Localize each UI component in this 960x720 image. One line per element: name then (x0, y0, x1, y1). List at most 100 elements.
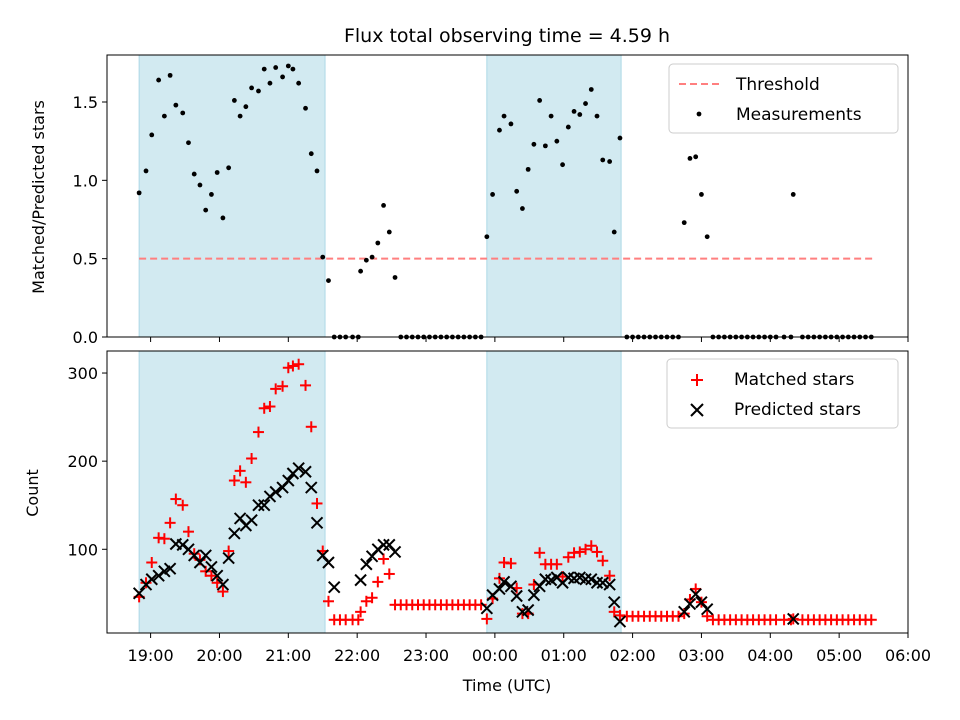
predicted-star-point (613, 615, 627, 628)
measurement-point (203, 207, 209, 213)
count-x-ticks: 19:00 20:00 21:00 22:00 23:00 00:00 01:00 02:00… (128, 633, 931, 665)
measurement-point (501, 113, 507, 119)
legend-threshold-label: Threshold (735, 75, 820, 95)
measurement-point (161, 113, 167, 119)
measurement-point (149, 132, 155, 138)
measurement-point (191, 171, 197, 177)
legend-predicted-swatch (690, 403, 704, 417)
x-tick-label: 23:00 (403, 646, 449, 665)
measurement-point (267, 80, 273, 86)
matched-star-point (311, 497, 323, 509)
measurement-point (583, 101, 588, 106)
matched-star-point (678, 608, 690, 620)
matched-star-point (258, 402, 270, 414)
measurement-point (143, 168, 149, 174)
measurement-point (611, 229, 617, 235)
matched-star-point (300, 379, 312, 391)
predicted-star-point (310, 516, 324, 530)
x-axis-label: Time (UTC) (462, 676, 551, 695)
matched-star-point (182, 526, 194, 538)
matched-star-point (378, 553, 390, 565)
predicted-star-point (305, 481, 318, 494)
measurement-point (565, 124, 571, 130)
measurement-point (508, 121, 514, 127)
y-tick-label: 300 (67, 364, 98, 383)
measurement-point (136, 190, 142, 196)
matched-star-point (580, 543, 592, 555)
predicted-star-point (377, 538, 390, 552)
matched-star-point (140, 577, 152, 589)
matched-star-point (293, 358, 305, 370)
measurement-point (226, 165, 232, 171)
matched-star-point (366, 592, 378, 604)
predicted-star-point (504, 580, 518, 593)
y-tick-label: 0.0 (73, 328, 98, 347)
matched-star-point (475, 599, 487, 611)
measurement-point (381, 203, 386, 208)
measurement-point (180, 110, 186, 116)
measurement-point (617, 135, 623, 141)
predicted-star-point (388, 545, 402, 559)
predicted-star-point (269, 485, 282, 499)
matched-star-point (597, 555, 609, 567)
count-panel: 100 200 300 19:00 20:00 21:00 22:00 23:00 00:00… (23, 350, 931, 695)
measurement-point (699, 192, 704, 197)
measurement-point (525, 166, 531, 172)
measurement-point (375, 240, 381, 246)
y-tick-label: 0.5 (73, 250, 98, 269)
predicted-star-point (163, 562, 177, 575)
matched-star-point (217, 586, 229, 598)
ratio-x-ticks (150, 337, 909, 342)
predicted-star-point (787, 612, 800, 626)
matched-star-point (608, 606, 620, 618)
matched-star-point (205, 570, 217, 582)
matched-star-point (240, 476, 252, 488)
measurement-point (197, 182, 203, 188)
measurement-point (231, 98, 237, 103)
ratio-panel: Flux total observing time = 4.59 h 0.0 0.… (29, 25, 909, 347)
x-tick-label: 04:00 (747, 646, 793, 665)
matched-star-point (305, 421, 317, 433)
count-legend: Matched stars Predicted stars (666, 358, 899, 429)
predicted-star-point (252, 499, 265, 512)
predicted-star-point (299, 465, 312, 478)
chart-title: Flux total observing time = 4.59 h (344, 25, 670, 47)
matched-star-point (574, 546, 586, 558)
measurement-point (577, 112, 583, 117)
predicted-star-point (585, 573, 598, 586)
measurement-point (314, 168, 320, 174)
predicted-star-point (360, 558, 373, 571)
count-y-axis-label: Count (23, 469, 42, 517)
measurement-point (273, 65, 279, 70)
x-tick-label: 06:00 (885, 646, 931, 665)
measurement-point (392, 275, 398, 280)
predicted-star-point (228, 527, 241, 540)
matched-star-point (252, 426, 264, 438)
measurement-point (490, 192, 495, 197)
predicted-star-point (199, 549, 212, 562)
measurement-point (607, 159, 613, 164)
measurement-point (173, 102, 179, 108)
matched-star-point (551, 558, 563, 570)
legend-matched-swatch (691, 374, 703, 386)
measurement-point (209, 192, 214, 197)
measurement-point (681, 220, 687, 226)
matched-star-point (228, 475, 240, 487)
predicted-star-point (328, 580, 341, 594)
x-tick-label: 22:00 (334, 646, 380, 665)
predicted-star-point (510, 589, 523, 603)
count-y-ticks: 100 200 300 (67, 364, 107, 559)
measurement-point (548, 113, 554, 119)
measurement-point (571, 109, 577, 114)
predicted-star-point (497, 575, 511, 589)
measurement-point (588, 87, 594, 92)
matched-star-point (690, 583, 702, 595)
measurement-point (308, 151, 314, 157)
predicted-star-point (132, 587, 146, 600)
matched-star-point (701, 610, 713, 622)
observing-window (486, 54, 622, 338)
matched-star-point (287, 360, 299, 372)
matched-star-point (264, 401, 276, 413)
measurement-point (520, 206, 525, 211)
